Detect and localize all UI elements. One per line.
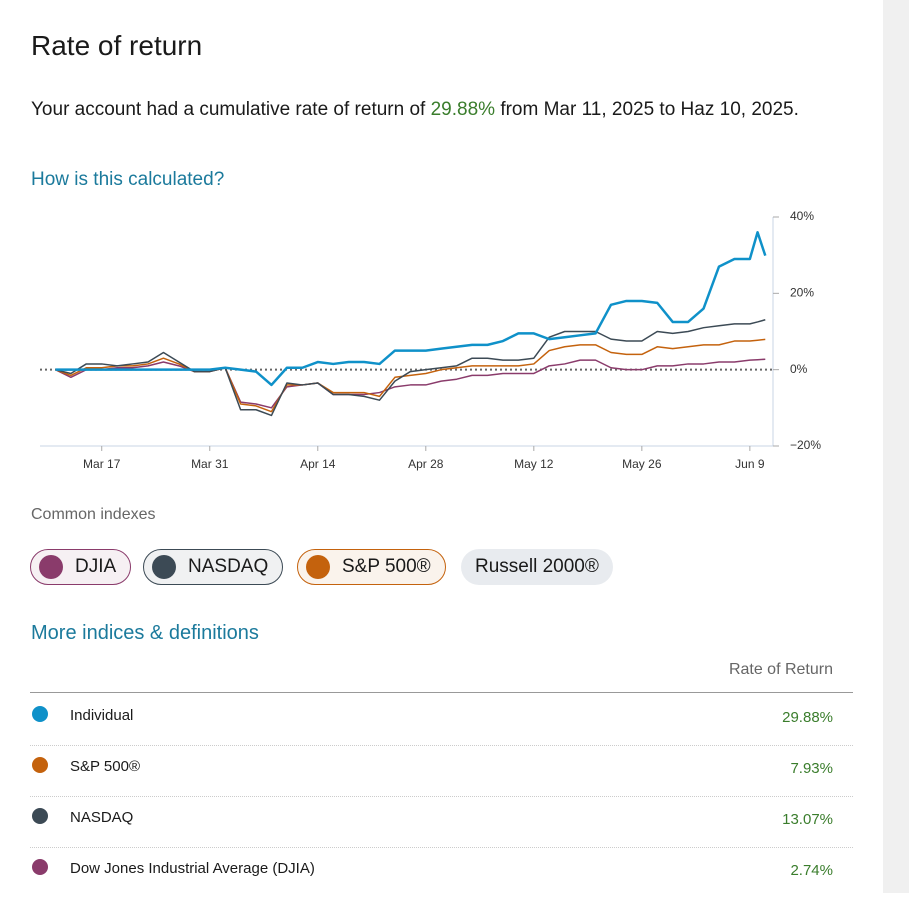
chip-dot	[152, 555, 176, 579]
chip-dot	[306, 555, 330, 579]
chip[interactable]: DJIA	[30, 549, 132, 585]
summary-prefix: Your account had a cumulative rate of re…	[31, 99, 431, 120]
chip[interactable]: S&P 500®	[297, 549, 446, 585]
chip-dot	[39, 555, 63, 579]
row-value: 29.88%	[782, 709, 833, 726]
table-row: S&P 500® 7.93%	[30, 745, 853, 797]
y-tick-label: 20%	[790, 286, 814, 300]
x-tick-label: Apr 28	[408, 457, 444, 471]
legend-dot	[32, 808, 48, 824]
row-name: S&P 500®	[70, 758, 140, 775]
legend-dot	[32, 859, 48, 875]
legend-dot	[32, 757, 48, 773]
x-tick-label: May 26	[622, 457, 662, 471]
series-line	[55, 231, 767, 387]
legend-dot	[32, 706, 48, 722]
summary-suffix: from Mar 11, 2025 to Haz 10, 2025.	[495, 99, 799, 120]
table-header: Rate of Return	[728, 661, 833, 678]
series-line	[55, 319, 766, 417]
y-tick-label: 40%	[790, 209, 814, 223]
table-rule	[30, 692, 853, 693]
chip-label: Russell 2000®	[475, 556, 599, 577]
x-tick-label: Mar 31	[191, 457, 229, 471]
x-tick-label: Jun 9	[735, 457, 765, 471]
summary: Your account had a cumulative rate of re…	[31, 95, 831, 125]
x-tick-label: Mar 17	[83, 457, 121, 471]
chip-label: S&P 500®	[342, 556, 431, 577]
row-name: Dow Jones Industrial Average (DJIA)	[70, 860, 315, 877]
more-link[interactable]: More indices & definitions	[31, 622, 259, 644]
x-tick-label: Apr 14	[300, 457, 336, 471]
help-link[interactable]: How is this calculated?	[31, 169, 225, 190]
row-name: Individual	[70, 707, 134, 724]
row-value: 13.07%	[782, 811, 833, 828]
indexes-label: Common indexes	[31, 506, 156, 523]
table-row: Dow Jones Industrial Average (DJIA) 2.74%	[30, 847, 853, 898]
y-tick-label: 0%	[790, 362, 808, 376]
row-value: 7.93%	[790, 760, 833, 777]
summary-value: 29.88%	[430, 99, 496, 120]
chip[interactable]: Russell 2000®	[461, 549, 613, 585]
table-row: NASDAQ 13.07%	[30, 796, 853, 848]
scrollbar	[883, 0, 909, 893]
table-row: Individual 29.88%	[30, 694, 853, 746]
row-value: 2.74%	[790, 862, 833, 879]
y-tick-label: −20%	[790, 438, 821, 452]
title: Rate of return	[31, 30, 203, 61]
x-tick-label: May 12	[514, 457, 554, 471]
row-name: NASDAQ	[70, 809, 134, 826]
chart: 40% 20% 0% −20% Mar 17 Mar 31 Apr 14 Apr 28 May …	[40, 209, 821, 471]
chip-label: DJIA	[75, 556, 117, 577]
chip-label: NASDAQ	[188, 556, 269, 577]
series-line	[55, 358, 766, 409]
series-line	[55, 338, 766, 413]
chip[interactable]: NASDAQ	[143, 549, 284, 585]
